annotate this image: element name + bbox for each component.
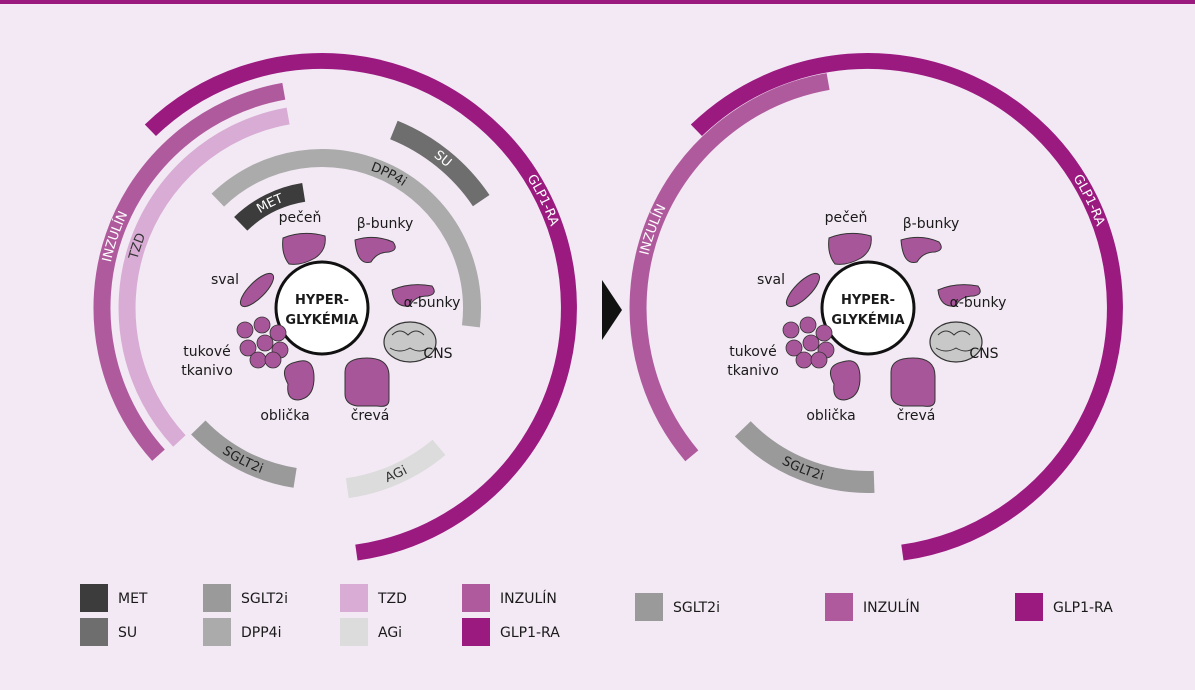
legend-swatch <box>203 618 231 646</box>
center-circle <box>822 262 914 354</box>
fat-cell-icon <box>783 322 799 338</box>
organ-label: pečeň <box>825 210 868 226</box>
fat-cell-icon <box>796 352 812 368</box>
organ-label: sval <box>757 272 785 288</box>
organ-label: črevá <box>351 408 390 424</box>
organ-label: oblička <box>260 408 309 424</box>
center-label: HYPER- <box>295 293 349 308</box>
fat-cell-icon <box>811 352 827 368</box>
legend-label: GLP1-RA <box>500 625 560 641</box>
intestine-icon <box>345 358 389 406</box>
legend-swatch <box>340 584 368 612</box>
organ-label: pečeň <box>279 210 322 226</box>
intestine-icon <box>891 358 935 406</box>
top-bar <box>0 0 1195 4</box>
center-label: GLYKÉMIA <box>285 312 358 328</box>
legend-label: DPP4i <box>241 625 281 641</box>
legend-swatch <box>1015 593 1043 621</box>
legend-label: INZULÍN <box>500 590 557 607</box>
organ-label: CNS <box>969 346 998 362</box>
legend-label: INZULÍN <box>863 599 920 616</box>
legend-label: TZD <box>377 591 407 607</box>
center-label: HYPER- <box>841 293 895 308</box>
legend-swatch <box>80 584 108 612</box>
fat-cell-icon <box>254 317 270 333</box>
legend-swatch <box>340 618 368 646</box>
organ-label: CNS <box>423 346 452 362</box>
legend-swatch <box>462 618 490 646</box>
organ-label: oblička <box>806 408 855 424</box>
fat-cell-icon <box>800 317 816 333</box>
legend-swatch <box>462 584 490 612</box>
fat-cell-icon <box>816 325 832 341</box>
legend-label: SGLT2i <box>241 591 288 607</box>
organ-label: tkanivo <box>181 363 233 379</box>
fat-cell-icon <box>265 352 281 368</box>
organ-label: α-bunky <box>950 295 1007 311</box>
kidney-icon <box>830 361 860 400</box>
fat-cell-icon <box>237 322 253 338</box>
organ-label: β-bunky <box>357 216 414 232</box>
legend-label: GLP1-RA <box>1053 600 1113 616</box>
legend-label: MET <box>118 591 148 607</box>
fat-cell-icon <box>270 325 286 341</box>
legend-swatch <box>203 584 231 612</box>
organ-label: tukové <box>729 344 776 360</box>
organ-label: α-bunky <box>404 295 461 311</box>
legend-swatch <box>80 618 108 646</box>
center-circle <box>276 262 368 354</box>
organ-label: β-bunky <box>903 216 960 232</box>
legend-label: AGi <box>378 625 402 641</box>
legend-label: SGLT2i <box>673 600 720 616</box>
diagram: GLP1-RA INZULÍN TZD SU DPP4i MET SGLT2i AGi HYPE… <box>0 0 1195 690</box>
legend-swatch <box>825 593 853 621</box>
organ-label: sval <box>211 272 239 288</box>
fat-cell-icon <box>250 352 266 368</box>
fat-cell-icon <box>257 335 273 351</box>
kidney-icon <box>284 361 314 400</box>
organ-label: tukové <box>183 344 230 360</box>
organ-label: tkanivo <box>727 363 779 379</box>
legend-label: SU <box>118 625 137 641</box>
organ-label: črevá <box>897 408 936 424</box>
fat-cell-icon <box>803 335 819 351</box>
legend-swatch <box>635 593 663 621</box>
center-label: GLYKÉMIA <box>831 312 904 328</box>
